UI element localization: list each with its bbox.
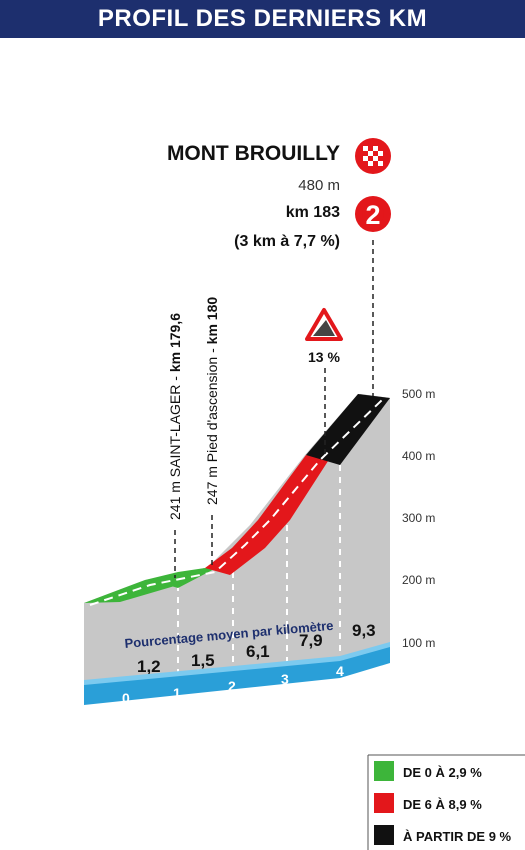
km-marker-3: 3: [281, 671, 289, 687]
summit-name: MONT BROUILLY: [167, 142, 340, 165]
segment-gradient-1: 1,2: [137, 657, 161, 676]
point-pied-ascension-name: 247 m Pied d'ascension -: [204, 344, 220, 505]
point-pied-ascension-km: km 180: [204, 297, 220, 345]
legend-label-green: DE 0 À 2,9 %: [403, 765, 482, 780]
segment-red: [205, 455, 330, 575]
segment-gradient-2: 1,5: [191, 651, 215, 670]
km-marker-2: 2: [228, 678, 236, 694]
gradient-warning-icon: [305, 308, 343, 341]
point-saint-lager: 241 m SAINT-LAGER - km 179,6: [167, 313, 183, 520]
point-pied-ascension: 247 m Pied d'ascension - km 180: [204, 297, 220, 505]
legend-swatch-green: [374, 761, 394, 781]
summit-km: km 183: [286, 204, 340, 221]
road-centre-line: [89, 399, 383, 606]
altitude-label-400: 400 m: [402, 449, 435, 463]
segment-gradient-4: 7,9: [299, 631, 323, 650]
header-bar: PROFIL DES DERNIERS KM: [0, 0, 525, 38]
km-band-top: [84, 642, 390, 685]
legend-label-black: À PARTIR DE 9 %: [403, 829, 512, 844]
segment-gradient-3: 6,1: [246, 642, 270, 661]
summit-climb: (3 km à 7,7 %): [234, 233, 340, 250]
km-marker-0: 0: [122, 690, 130, 706]
climb-category-badge: [355, 196, 391, 232]
max-gradient-label: 13 %: [308, 349, 340, 365]
finish-flag-icon: [355, 138, 391, 174]
legend-swatch-red: [374, 793, 394, 813]
altitude-label-200: 200 m: [402, 573, 435, 587]
climb-category-number: 2: [365, 200, 380, 230]
point-saint-lager-name: 241 m SAINT-LAGER -: [167, 372, 183, 520]
legend: DE 0 À 2,9 % DE 6 À 8,9 % À PARTIR DE 9 …: [367, 754, 525, 850]
km-marker-1: 1: [173, 685, 181, 701]
altitude-label-500: 500 m: [402, 387, 435, 401]
summit-altitude: 480 m: [298, 177, 340, 194]
legend-swatch-black: [374, 825, 394, 845]
km-band: [84, 645, 390, 705]
segment-gradient-5: 9,3: [352, 621, 376, 640]
legend-label-red: DE 6 À 8,9 %: [403, 797, 482, 812]
altitude-label-300: 300 m: [402, 511, 435, 525]
km-marker-4: 4: [336, 663, 344, 679]
page-title: PROFIL DES DERNIERS KM: [97, 5, 428, 32]
altitude-label-100: 100 m: [402, 636, 435, 650]
point-saint-lager-km: km 179,6: [167, 313, 183, 372]
